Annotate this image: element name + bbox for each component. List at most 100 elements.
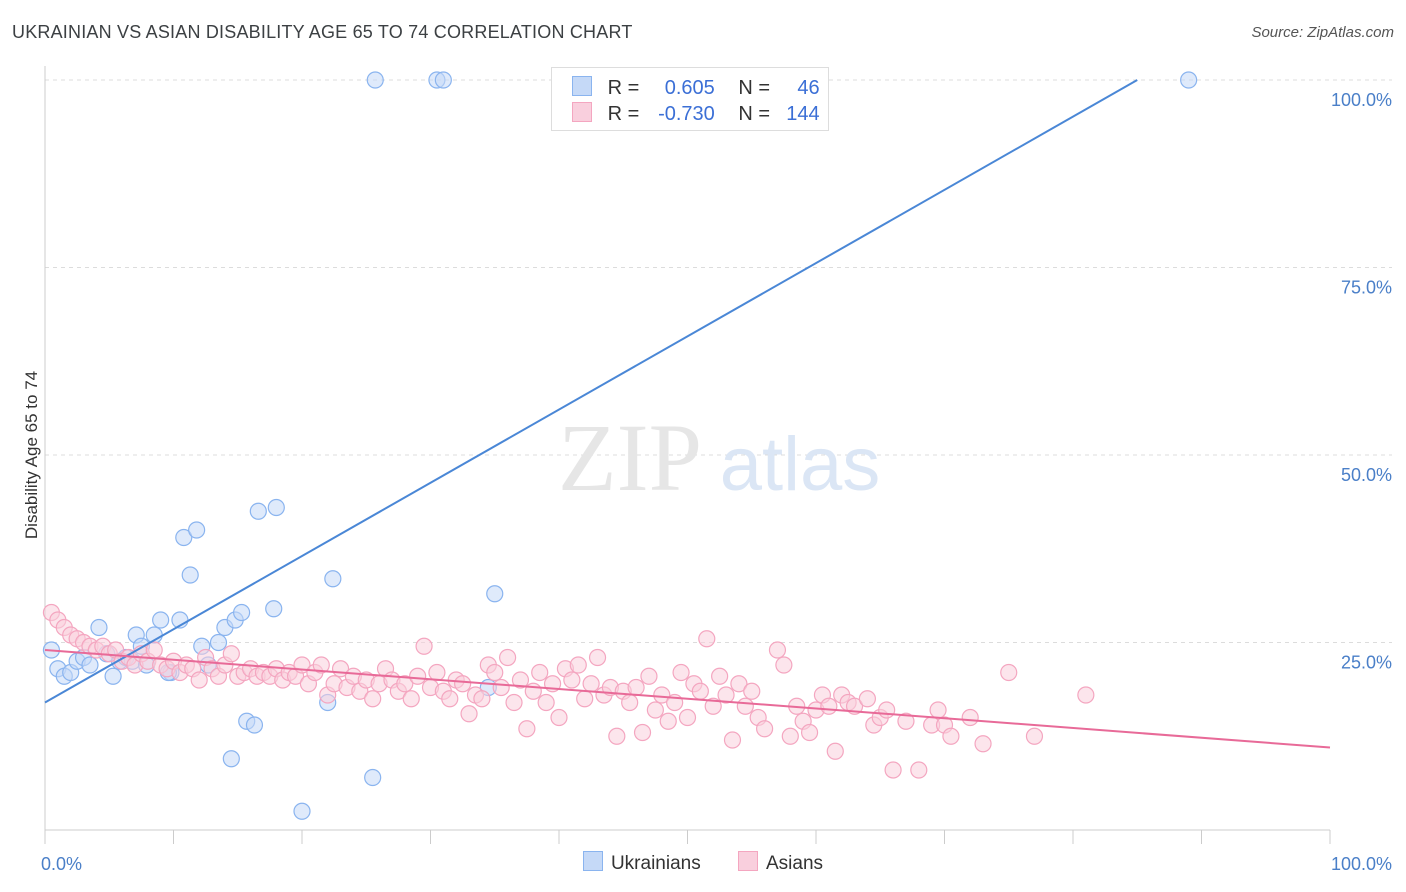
legend-n-label: N =	[738, 103, 771, 125]
watermark: ZIP atlas	[558, 404, 880, 511]
legend-row-asians: R = -0.730 N = 144	[572, 102, 820, 126]
point-asians	[409, 667, 427, 685]
point-asians	[717, 686, 735, 704]
point-ukrainians	[366, 71, 384, 89]
point-asians	[396, 675, 414, 693]
point-asians	[858, 690, 877, 708]
point-asians	[402, 690, 420, 708]
point-asians	[897, 712, 915, 730]
y-tick-label: 25.0%	[1341, 653, 1392, 673]
point-ukrainians	[245, 716, 264, 734]
chart-title: UKRAINIAN VS ASIAN DISABILITY AGE 65 TO …	[12, 22, 633, 42]
point-asians	[441, 690, 459, 708]
point-asians	[588, 648, 607, 667]
point-asians	[621, 693, 639, 712]
point-asians	[800, 723, 819, 742]
point-asians	[569, 656, 587, 674]
point-asians	[961, 708, 979, 727]
point-asians	[1000, 663, 1018, 682]
point-ukrainians	[104, 667, 122, 685]
point-asians	[531, 663, 549, 682]
point-asians	[884, 761, 902, 779]
point-asians	[678, 708, 697, 727]
series-legend: Ukrainians Asians	[0, 851, 1406, 879]
point-ukrainians	[434, 71, 452, 89]
legend-r-value: 0.605	[664, 77, 715, 99]
point-ukrainians	[209, 633, 228, 652]
point-asians	[499, 648, 517, 667]
point-asians	[672, 663, 690, 682]
point-asians	[518, 720, 536, 738]
point-asians	[627, 678, 645, 697]
point-asians	[878, 701, 896, 719]
legend-n-value: 46	[797, 77, 820, 99]
point-asians	[454, 675, 472, 693]
point-ukrainians	[267, 498, 285, 517]
point-asians	[222, 645, 240, 663]
point-asians	[428, 663, 446, 682]
source-label: Source: ZipAtlas.com	[1251, 24, 1394, 41]
point-asians	[730, 675, 748, 693]
point-asians	[781, 727, 799, 745]
point-asians	[942, 727, 960, 745]
point-asians	[492, 678, 510, 697]
point-ukrainians	[364, 768, 382, 787]
point-asians	[576, 690, 594, 708]
point-ukrainians	[486, 585, 504, 603]
point-ukrainians	[1180, 71, 1198, 89]
point-asians	[646, 701, 664, 719]
series-legend-asians[interactable]: Asians	[738, 851, 823, 875]
point-asians	[364, 690, 382, 708]
point-ukrainians	[175, 528, 193, 547]
point-ukrainians	[222, 750, 240, 768]
point-ukrainians	[90, 618, 108, 637]
legend-row-ukrainians: R = 0.605 N = 46	[572, 76, 820, 100]
point-asians	[929, 701, 947, 719]
point-asians	[190, 671, 208, 689]
point-asians	[537, 693, 555, 712]
trend-line-asians	[44, 649, 1331, 749]
point-asians	[582, 675, 600, 693]
point-asians	[460, 705, 478, 723]
point-asians	[653, 686, 671, 704]
watermark-zip: ZIP	[558, 404, 702, 511]
point-asians	[633, 723, 652, 742]
point-ukrainians	[152, 611, 170, 629]
point-ukrainians	[265, 600, 283, 618]
point-asians	[691, 682, 709, 700]
point-ukrainians	[293, 802, 311, 820]
legend-swatch-ukrainians	[582, 851, 603, 871]
watermark-atlas: atlas	[720, 422, 881, 507]
point-asians	[768, 641, 787, 659]
point-asians	[473, 690, 491, 708]
point-ukrainians	[188, 521, 206, 539]
point-asians	[511, 671, 530, 689]
point-asians	[550, 708, 568, 727]
grid-lines	[45, 79, 1392, 643]
legend-r-label: R =	[607, 77, 640, 99]
point-ukrainians	[181, 566, 199, 584]
legend-r-label: R =	[607, 103, 640, 125]
series-label-asians: Asians	[766, 853, 824, 874]
trend-line-ukrainians	[44, 79, 1138, 704]
y-tick-label: 75.0%	[1341, 278, 1392, 298]
trend-lines	[44, 79, 1331, 749]
point-asians	[826, 742, 844, 760]
point-ukrainians	[233, 603, 251, 622]
point-asians	[736, 697, 754, 715]
legend-swatch-ukrainians	[572, 76, 592, 96]
point-asians	[775, 656, 793, 674]
y-tick-label: 50.0%	[1341, 465, 1392, 485]
point-asians	[743, 682, 761, 700]
point-asians	[711, 667, 729, 685]
axes	[44, 66, 1331, 844]
point-asians	[755, 720, 774, 738]
correlation-legend: R = 0.605 N = 46 R = -0.730 N = 144	[551, 67, 829, 131]
y-tick-label: 100.0%	[1331, 90, 1392, 110]
point-asians	[1025, 727, 1044, 745]
legend-swatch-asians	[738, 851, 758, 871]
series-legend-ukrainians[interactable]: Ukrainians	[582, 851, 701, 875]
legend-r-value: -0.730	[658, 103, 715, 125]
point-asians	[563, 671, 581, 689]
